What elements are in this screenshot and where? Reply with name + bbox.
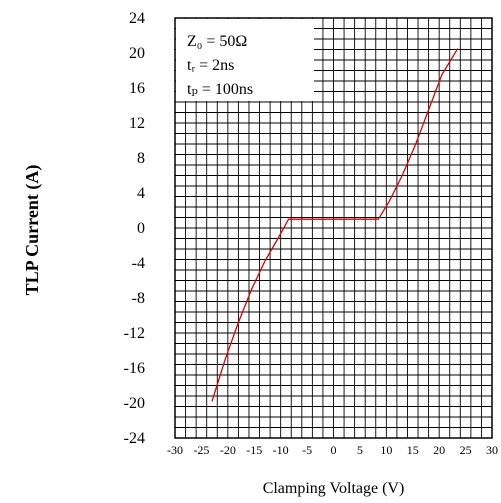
plot-area-frame [174,17,493,439]
series-line-0 [211,48,459,402]
annotation-rise-time: tᵣ = 2ns [187,57,234,74]
y-tick-label: 24 [129,10,145,27]
x-tick-label: -10 [273,443,289,457]
x-tick-label: 15 [407,443,419,457]
y-tick-labels: 24 20 16 12 8 4 0 -4 -8 -12 -16 -20 -24 [124,10,145,447]
y-tick-label: 0 [137,220,145,237]
x-tick-label: -5 [302,443,312,457]
y-tick-label: -4 [132,255,145,272]
x-tick-labels: -30 -25 -20 -15 -10 -5 0 5 10 15 20 25 30 [167,443,498,457]
x-tick-label: -25 [193,443,209,457]
annotation-impedance: Z₀ = 50Ω [187,33,247,50]
x-tick-label: 30 [486,443,498,457]
y-tick-label: 16 [129,80,145,97]
x-tick-label: 20 [433,443,445,457]
y-tick-label: 12 [129,115,145,132]
x-tick-label: 0 [331,443,337,457]
x-tick-label: 25 [460,443,472,457]
y-tick-label: -12 [124,325,145,342]
x-tick-label: -20 [220,443,236,457]
x-axis-label: Clamping Voltage (V) [263,480,405,497]
y-tick-label: 20 [129,45,145,62]
annotation-pulse-width: tₚ = 100ns [187,81,253,98]
y-tick-label: 4 [137,185,145,202]
y-tick-label: 8 [137,150,145,167]
y-tick-label: -20 [124,395,145,412]
series-layer [211,48,459,402]
x-tick-label: 10 [380,443,392,457]
y-tick-label: -16 [124,360,145,377]
annotation-background [176,19,314,101]
parameter-annotation-box: Z₀ = 50Ω tᵣ = 2ns tₚ = 100ns [176,19,314,101]
y-tick-label: -24 [124,430,145,447]
x-tick-label: -30 [167,443,183,457]
y-tick-label: -8 [132,290,145,307]
x-tick-label: 5 [357,443,363,457]
x-tick-label: -15 [246,443,262,457]
y-axis-label: TLP Current (A) [22,165,43,296]
